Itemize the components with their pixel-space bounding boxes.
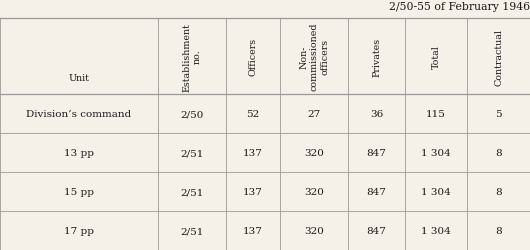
Text: Establishment
no.: Establishment no. <box>182 22 202 91</box>
Text: Unit: Unit <box>68 74 90 83</box>
Text: Total: Total <box>432 45 441 69</box>
Text: 2/51: 2/51 <box>180 188 204 196</box>
Text: 137: 137 <box>243 188 263 196</box>
Text: 52: 52 <box>246 110 260 119</box>
Text: 847: 847 <box>367 149 386 158</box>
Text: Division’s command: Division’s command <box>26 110 131 119</box>
Text: 36: 36 <box>370 110 383 119</box>
Text: 15 pp: 15 pp <box>64 188 94 196</box>
Text: Officers: Officers <box>249 38 258 76</box>
Text: 1 304: 1 304 <box>421 149 451 158</box>
Text: 2/50-55 of February 1946: 2/50-55 of February 1946 <box>389 2 530 12</box>
Text: 8: 8 <box>496 188 502 196</box>
Text: 1 304: 1 304 <box>421 226 451 235</box>
Text: 320: 320 <box>304 226 324 235</box>
Text: 847: 847 <box>367 188 386 196</box>
Text: 137: 137 <box>243 226 263 235</box>
Text: 8: 8 <box>496 149 502 158</box>
Text: 320: 320 <box>304 149 324 158</box>
Text: 8: 8 <box>496 226 502 235</box>
Text: 27: 27 <box>307 110 321 119</box>
Text: 115: 115 <box>426 110 446 119</box>
Text: Privates: Privates <box>372 38 381 76</box>
Text: 847: 847 <box>367 226 386 235</box>
Text: 2/51: 2/51 <box>180 149 204 158</box>
Text: 2/50: 2/50 <box>180 110 204 119</box>
Text: Contractual: Contractual <box>494 28 503 85</box>
Text: 17 pp: 17 pp <box>64 226 94 235</box>
Text: 5: 5 <box>496 110 502 119</box>
Text: 137: 137 <box>243 149 263 158</box>
Text: 13 pp: 13 pp <box>64 149 94 158</box>
Text: 2/51: 2/51 <box>180 226 204 235</box>
Text: Non-
commissioned
officers: Non- commissioned officers <box>299 23 329 91</box>
Text: 320: 320 <box>304 188 324 196</box>
Text: 1 304: 1 304 <box>421 188 451 196</box>
